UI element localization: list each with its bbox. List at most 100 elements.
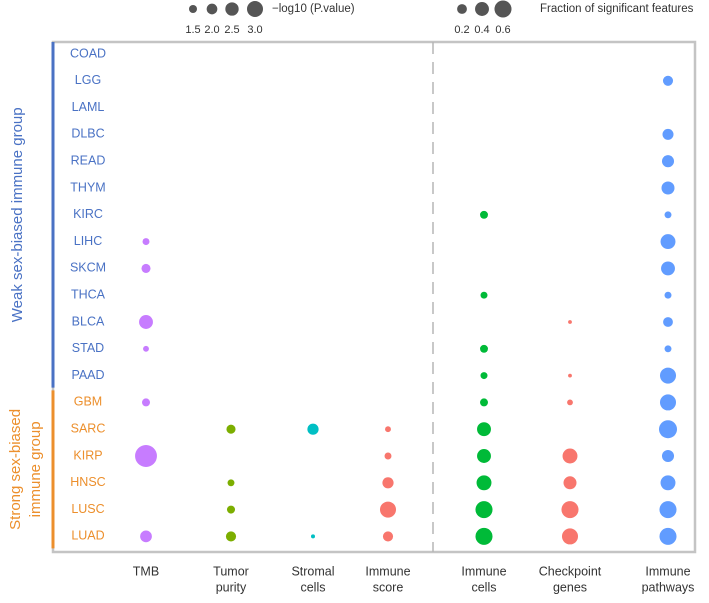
bubble	[663, 317, 673, 327]
group-label: Strong sex-biased	[7, 409, 24, 530]
bubble	[661, 155, 675, 168]
bubble	[480, 372, 488, 380]
bubble	[379, 501, 397, 518]
size-legend-circle	[188, 4, 198, 14]
size-legend-label: 0.4	[474, 24, 489, 36]
bubble	[664, 211, 672, 219]
row-label: LUSC	[71, 502, 104, 516]
row-label: SKCM	[70, 261, 106, 275]
bubble	[659, 501, 677, 519]
size-legend-circle	[206, 3, 218, 15]
bubble	[225, 531, 237, 542]
bubble	[480, 398, 488, 407]
row-label: HNSC	[70, 475, 105, 489]
bubble	[480, 344, 488, 353]
bubble	[659, 527, 677, 545]
size-legend-circle	[475, 2, 489, 16]
column-label: score	[373, 580, 404, 594]
bubble	[568, 373, 572, 378]
column-label: pathways	[642, 580, 695, 594]
bubble	[476, 475, 492, 491]
row-label: LIHC	[74, 234, 102, 248]
row-label: LUAD	[71, 529, 104, 543]
bubble	[661, 449, 675, 463]
bubble	[661, 261, 675, 276]
bubble	[568, 320, 572, 324]
bubble	[143, 345, 149, 352]
bubble	[139, 315, 153, 329]
bubble	[135, 445, 157, 467]
row-label: PAAD	[71, 368, 104, 382]
bubble	[660, 234, 676, 250]
bubble	[475, 527, 493, 545]
column-label: Immune	[645, 564, 690, 578]
size-legend-circle	[246, 0, 264, 18]
column-label: genes	[553, 580, 587, 594]
size-legend-circle	[457, 4, 467, 14]
bubble	[480, 291, 488, 299]
bubble	[310, 534, 316, 539]
size-legend-label: 2.0	[204, 24, 219, 36]
size-legend-title: Fraction of significant features	[540, 3, 694, 15]
row-label: LAML	[72, 100, 105, 114]
bubble	[141, 263, 151, 273]
row-label: DLBC	[71, 127, 104, 141]
size-legend-label: 3.0	[247, 24, 262, 36]
size-legend-label: 2.5	[224, 24, 239, 36]
row-label: KIRC	[73, 207, 103, 221]
group-label: immune group	[27, 421, 44, 517]
bubble	[561, 528, 579, 545]
bubble	[226, 505, 236, 514]
row-label: SARC	[71, 421, 106, 435]
bubble	[140, 530, 152, 543]
bubble	[382, 477, 394, 489]
bubble	[662, 75, 674, 86]
bubble	[227, 479, 235, 487]
bubble	[659, 367, 677, 384]
column-label: cells	[300, 580, 325, 594]
size-legend-label: 0.6	[495, 24, 510, 36]
size-legend-title: −log10 (P.value)	[272, 3, 355, 15]
bubble	[382, 531, 394, 542]
size-legend-label: 0.2	[454, 24, 469, 36]
bubble	[660, 475, 676, 491]
bubble	[307, 423, 319, 435]
bubble	[226, 424, 236, 434]
group-label: Weak sex-biased immune group	[9, 107, 26, 322]
row-label: STAD	[72, 341, 104, 355]
panel-border	[51, 40, 697, 554]
bubble	[561, 501, 579, 519]
row-label: BLCA	[72, 314, 105, 328]
column-label: Immune	[365, 564, 410, 578]
bubble	[664, 345, 672, 353]
bubble	[141, 398, 151, 407]
row-label: READ	[71, 153, 106, 167]
size-legend-circle	[225, 2, 239, 16]
bubble	[662, 128, 674, 140]
bubble	[661, 181, 675, 195]
row-label: GBM	[74, 395, 102, 409]
bubble	[384, 452, 392, 460]
size-legend-label: 1.5	[185, 24, 200, 36]
column-label: Checkpoint	[539, 564, 602, 578]
size-legend-circle	[494, 0, 512, 18]
column-label: purity	[216, 580, 247, 594]
bubble	[562, 448, 578, 464]
bubble	[563, 476, 577, 490]
column-label: Stromal	[291, 564, 334, 578]
column-label: Tumor	[213, 564, 249, 578]
bubble	[480, 210, 488, 219]
column-label: Immune	[461, 564, 506, 578]
bubble	[477, 422, 491, 437]
column-label: cells	[471, 580, 496, 594]
row-label: THCA	[71, 287, 106, 301]
bubble	[385, 426, 391, 433]
row-label: THYM	[70, 180, 105, 194]
column-label: TMB	[133, 564, 159, 578]
bubble	[659, 394, 677, 411]
bubble	[477, 449, 491, 463]
row-label: LGG	[75, 73, 101, 87]
bubble	[658, 420, 678, 439]
bubble	[475, 501, 493, 519]
